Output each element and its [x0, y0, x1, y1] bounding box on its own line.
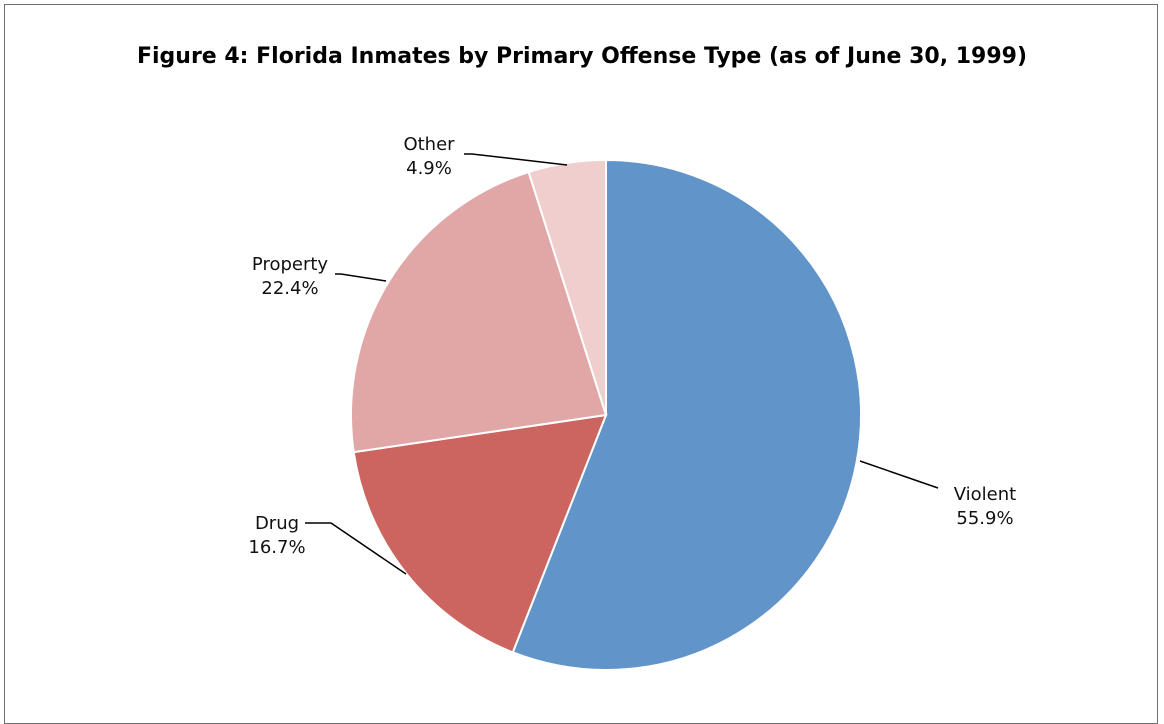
- pie-slice-violent: [511, 158, 862, 671]
- slice-value-violent: 55.9%: [956, 508, 1013, 529]
- pie-slice-property: [350, 170, 608, 454]
- slice-label-drug: Drug: [255, 513, 299, 534]
- slice-label-property: Property: [252, 254, 329, 275]
- slice-label-violent: Violent: [954, 484, 1016, 505]
- slice-label-other: Other: [403, 134, 455, 155]
- leader-line-property: [335, 273, 387, 282]
- leader-line-violent: [859, 460, 939, 489]
- pie-slice-other: [527, 158, 607, 416]
- leader-line-drug: [305, 522, 407, 575]
- pie-slice-drug: [352, 413, 608, 654]
- slice-value-other: 4.9%: [406, 158, 452, 179]
- slice-value-drug: 16.7%: [248, 537, 305, 558]
- chart-title: Figure 4: Florida Inmates by Primary Off…: [136, 44, 1028, 69]
- slice-value-property: 22.4%: [261, 278, 318, 299]
- leader-line-other: [464, 153, 568, 166]
